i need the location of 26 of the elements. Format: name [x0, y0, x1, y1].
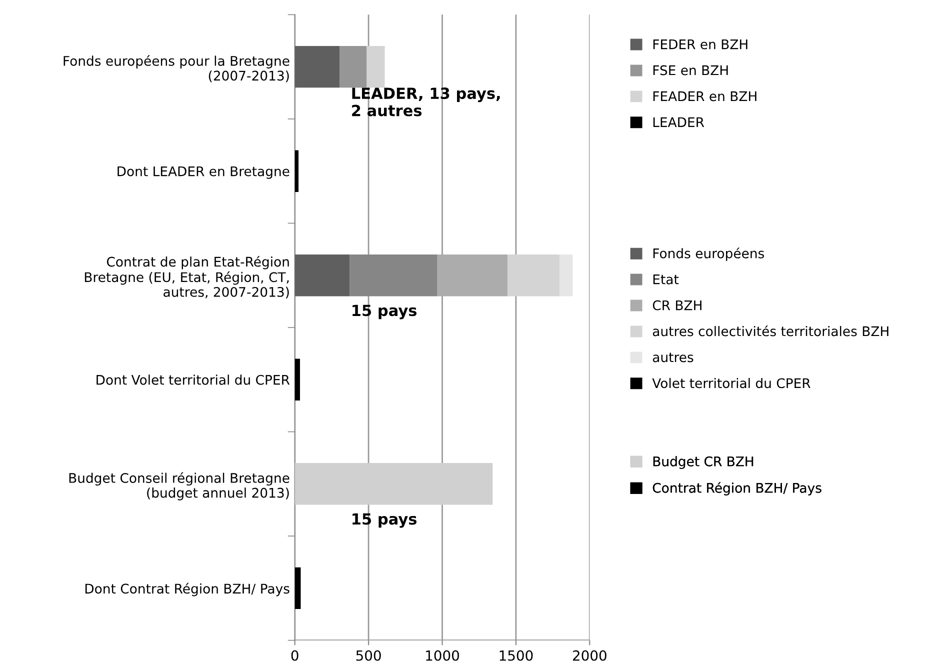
- annotation: 15 pays: [352, 304, 417, 320]
- x-tick-label: 2000: [573, 650, 606, 661]
- legend-label: LEADER: [653, 117, 704, 127]
- annotation: LEADER, 13 pays, 2 autres: [352, 88, 500, 116]
- legend-label: FEDER en BZH: [653, 39, 748, 50]
- legend-label: CR BZH: [652, 300, 702, 310]
- legend-label: FEADER en BZH: [653, 91, 756, 102]
- y-tick-label: Dont Contrat Région BZH/ Pays: [85, 582, 290, 596]
- y-tick-label: Dont LEADER en Bretagne: [118, 166, 290, 179]
- legend-label: Fonds européens: [653, 248, 764, 261]
- y-tick-label: Fonds européens pour la Bretagne (2007-2013): [64, 55, 290, 82]
- y-tick-label: Budget Conseil régional Bretagne (budget annuel 2013): [69, 472, 290, 500]
- legend-label: Volet territorial du CPER: [652, 378, 810, 388]
- legend-label: FSE en BZH: [653, 65, 728, 76]
- x-tick-label: 0: [291, 650, 298, 661]
- legend-label: autres collectivités territoriales BZH: [652, 326, 888, 336]
- x-tick-label: 1000: [426, 650, 459, 661]
- legend-label: autres: [652, 352, 694, 362]
- legend-label: Contrat Région BZH/ Pays: [652, 482, 822, 496]
- legend-label: Budget CR BZH: [653, 456, 754, 469]
- y-tick-label: Contrat de plan Etat-Région Bretagne (EU, Etat, Région, CT, autres, 2007-2013): [84, 256, 289, 298]
- x-tick-label: 500: [356, 650, 381, 661]
- legend-label: Etat: [653, 274, 679, 284]
- annotation: 15 pays: [352, 513, 417, 528]
- x-tick-label: 1500: [500, 650, 533, 661]
- y-tick-label: Dont Volet territorial du CPER: [96, 374, 290, 385]
